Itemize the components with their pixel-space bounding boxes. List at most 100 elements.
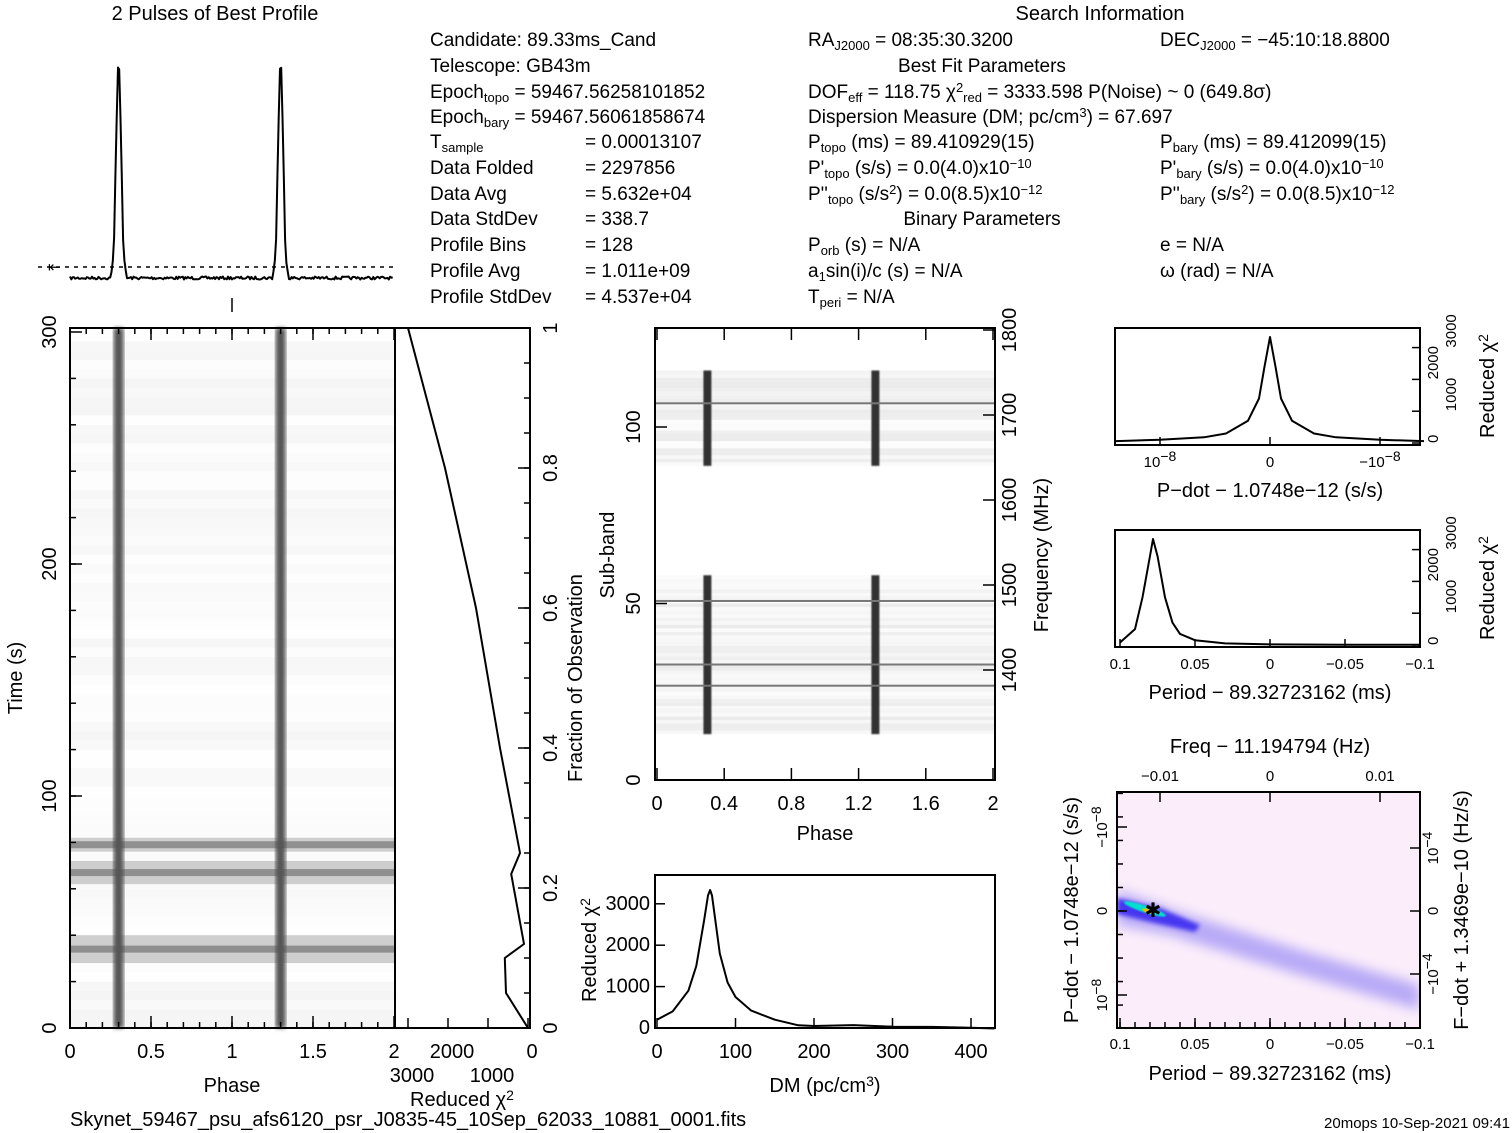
time-row [70,768,395,778]
time-row [70,805,395,815]
text-segment: Profile Avg [430,261,520,282]
subband-row [655,451,995,456]
y-tick-label: 0 [540,1022,562,1033]
y2-tick-label: 1500 [999,563,1021,608]
subband-pulse [703,370,712,466]
text-segment: −10 [1010,156,1032,171]
y-tick-label: 0.6 [540,594,562,622]
text-segment: = 4.537e+04 [585,287,692,308]
x-tick-label: −0.05 [1326,1036,1364,1053]
x-tick-label: −10−8 [1359,448,1401,471]
best-fit-heading: Best Fit Parameters [898,56,1066,77]
info-data-avg-label: Data Avg [430,184,507,205]
label-base: −10 [1094,822,1111,847]
subband-row [655,610,995,615]
x-axis-label: Period − 89.32723162 (ms) [1149,1063,1392,1085]
x-tick-label: 1000 [470,1065,515,1087]
subband-row [655,698,995,703]
subband-pulse [871,575,880,735]
text-segment: a [808,261,819,282]
time-row [70,508,395,518]
x-tick-label: 1.2 [845,793,873,815]
text-segment: DEC [1160,30,1200,51]
time-row [70,1000,395,1010]
x-axis-label: Period − 89.32723162 (ms) [1149,682,1392,704]
text-segment: Dispersion Measure (DM; pc/cm [808,107,1079,128]
x-tick-label: 0 [1266,1036,1274,1053]
label-base: −10 [1359,454,1384,471]
text-segment: (ms) = 89.412099(15) [1198,132,1387,153]
info-epoch-topo: Epochtopo = 59467.56258101852 [430,82,705,105]
text-segment: Data StdDev [430,209,538,230]
x-tick-label: 2 [388,1041,399,1063]
text-segment: ) = 0.0(8.5)x10 [1248,184,1372,205]
text-segment: J2000 [1200,38,1235,53]
time-row [70,554,395,565]
time-row [70,564,395,574]
x-tick-label: −0.1 [1405,656,1435,673]
time-row [70,851,395,861]
x-axis-label: DM (pc/cm3) [769,1073,880,1097]
time-row [70,387,395,397]
time-row [70,1009,395,1019]
time-row [70,712,395,722]
y-tick-label: 0 [1425,637,1442,645]
info-omega: ω (rad) = N/A [1160,261,1274,282]
axis-label-text: Reduced χ [579,905,601,1002]
subband-row [655,670,995,675]
subband-row [655,688,995,692]
info-profile-bins-value: = 128 [585,235,633,256]
time-row [70,406,395,416]
info-e: e = N/A [1160,235,1224,256]
text-segment: = 0.00013107 [585,132,702,153]
time-row [70,378,395,388]
subband-row [655,730,995,735]
y-tick-label: 100 [623,410,645,443]
bright-interval-core [70,945,395,953]
time-row [70,396,395,407]
subband-pulse [871,370,880,466]
y-tick-label: −10−8 [1088,806,1111,848]
text-segment: J2000 [834,38,869,53]
time-row [70,359,395,370]
text-segment: Best Fit Parameters [898,56,1066,77]
time-row [70,879,395,889]
time-row [70,601,395,611]
subband-row [655,585,995,590]
subband-row [655,638,995,643]
subband-row [655,589,995,593]
time-row [70,898,395,908]
subband-row [655,674,995,678]
label-base: −10 [1425,969,1442,994]
label-exponent: −8 [1385,448,1401,464]
subband-row [655,578,995,583]
text-segment: P [1160,132,1173,153]
text-segment: = 59467.56061858674 [509,107,705,128]
text-segment: P'' [808,184,828,205]
time-row [70,461,395,472]
y-tick-label: 0 [623,774,645,785]
subband-row [655,723,995,728]
x-tick-label: 400 [954,1041,987,1063]
x-tick-label: 0.1 [1110,1036,1131,1053]
y-axis-label: Reduced χ2 [577,898,601,1002]
time-row [70,684,395,694]
text-segment: = 3333.598 P(Noise) ~ 0 (649.8σ) [982,82,1272,103]
text-segment: bary [1180,192,1206,207]
subband-row [655,416,995,421]
text-segment: red [963,90,982,105]
text-segment: topo [828,192,853,207]
time-row [70,573,395,583]
time-row [70,582,395,592]
subband-row [655,370,995,375]
subband-row [655,395,995,399]
axis-label-text: Phase [797,823,854,845]
subband-row [655,381,995,385]
axis-label-text: Sub-band [597,512,619,599]
info-pddot-topo: P''topo (s/s2) = 0.0(8.5)x10−12 [808,182,1043,207]
text-segment: ) = 0.0(8.5)x10 [896,184,1020,205]
x-tick-label: 0 [64,1041,75,1063]
x-tick-label: 1.5 [299,1041,327,1063]
y2-tick-label: 0 [1425,907,1442,915]
